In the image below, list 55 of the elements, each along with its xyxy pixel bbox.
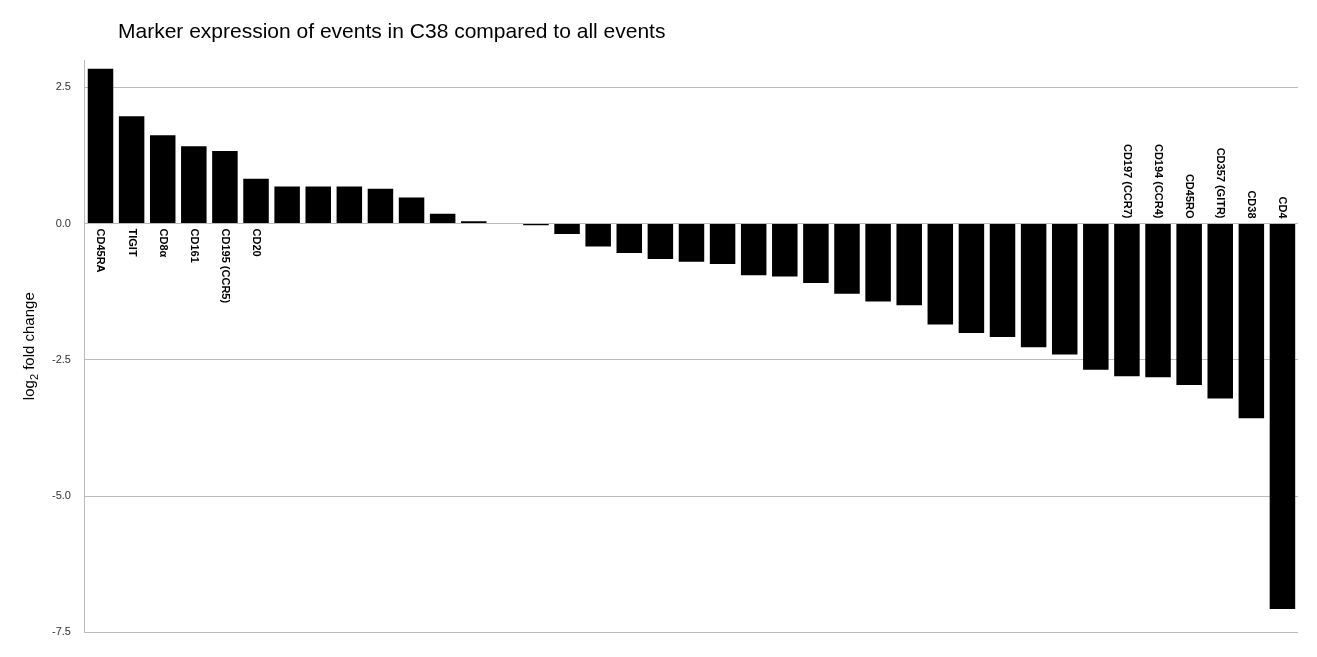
bar bbox=[305, 186, 331, 224]
bar bbox=[1051, 224, 1078, 355]
bar bbox=[927, 224, 954, 325]
bar bbox=[678, 224, 705, 262]
bar bbox=[1207, 224, 1233, 399]
bar bbox=[616, 224, 643, 253]
bar bbox=[834, 224, 860, 294]
x-tick-label: CD161 bbox=[188, 228, 201, 263]
bar bbox=[398, 197, 425, 224]
chart-title: Marker expression of events in C38 compared to all events bbox=[118, 19, 666, 42]
bar bbox=[803, 224, 829, 283]
x-tick-label: CD197 (CCR7) bbox=[1121, 143, 1134, 219]
bar bbox=[585, 224, 611, 247]
y-tick-label: 0.0 bbox=[55, 216, 71, 229]
bar bbox=[740, 224, 767, 276]
bar bbox=[336, 186, 363, 224]
x-tick-label: CD45RO bbox=[1184, 173, 1197, 219]
bar bbox=[1269, 224, 1296, 609]
bar bbox=[1020, 224, 1047, 348]
bar bbox=[87, 68, 114, 224]
x-tick-label: TIGIT bbox=[126, 228, 139, 257]
bar bbox=[274, 186, 300, 224]
x-tick-label: CD357 (GITR) bbox=[1215, 147, 1228, 219]
x-tick-label: CD194 (CCR4) bbox=[1153, 143, 1165, 219]
bar bbox=[647, 224, 674, 259]
y-tick-label: -5.0 bbox=[51, 489, 71, 502]
bar bbox=[367, 188, 394, 224]
bar bbox=[772, 224, 798, 277]
bar bbox=[958, 224, 985, 334]
bar bbox=[896, 224, 922, 306]
x-tick-label: CD45RA bbox=[95, 228, 108, 273]
bar bbox=[554, 224, 580, 234]
bar bbox=[1238, 224, 1265, 419]
bar bbox=[1176, 224, 1202, 385]
x-tick-label: CD195 (CCR5) bbox=[219, 228, 232, 304]
y-tick-label: -7.5 bbox=[51, 625, 71, 638]
bar bbox=[865, 224, 891, 302]
bar bbox=[149, 135, 176, 224]
bar bbox=[243, 178, 269, 224]
bar bbox=[1083, 224, 1109, 370]
y-tick-label: 2.5 bbox=[55, 80, 71, 93]
y-axis-title: log2 fold change bbox=[20, 292, 41, 401]
bar bbox=[212, 151, 238, 224]
bar bbox=[181, 146, 207, 224]
x-tick-label: CD20 bbox=[250, 228, 263, 257]
bar bbox=[1114, 224, 1140, 377]
x-tick-label: CD38 bbox=[1246, 190, 1259, 219]
bar bbox=[429, 213, 456, 224]
y-tick-label: -2.5 bbox=[51, 352, 71, 365]
bar bbox=[118, 116, 145, 224]
x-tick-label: CD8α bbox=[157, 228, 170, 258]
bar bbox=[989, 224, 1016, 337]
bar bbox=[1145, 224, 1171, 378]
bar bbox=[709, 224, 736, 264]
x-tick-label: CD4 bbox=[1277, 196, 1290, 220]
